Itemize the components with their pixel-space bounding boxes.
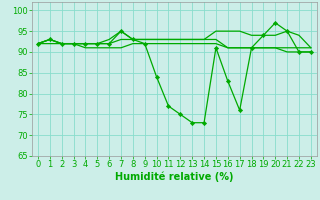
X-axis label: Humidité relative (%): Humidité relative (%) [115,172,234,182]
